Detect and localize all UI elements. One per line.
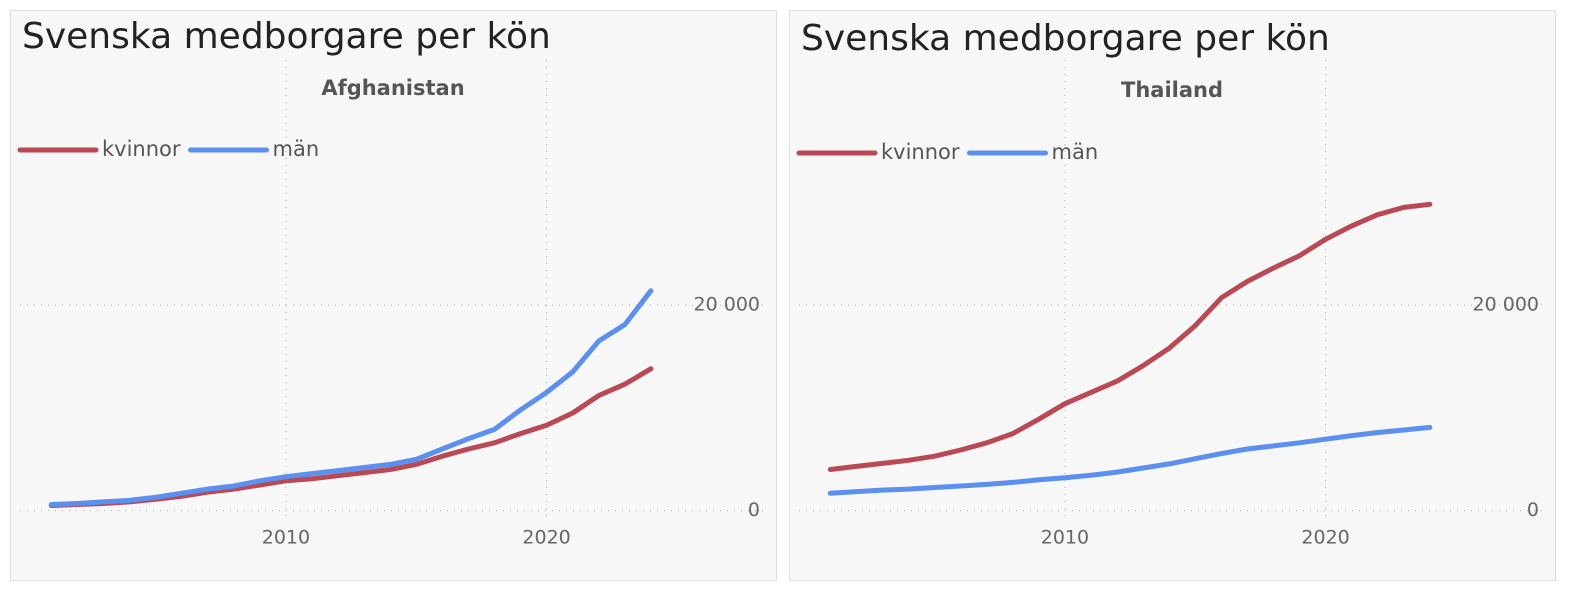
x-tick-label: 2020 [522,527,570,549]
y-tick-label: 0 [1527,499,1539,521]
data-line [48,288,654,507]
chart-title: Svenska medborgare per kön [22,16,551,57]
chart-subtitle: Afghanistan [321,76,464,100]
panel-background [789,10,1556,581]
legend-label: män [1052,140,1099,164]
y-tick-label: 20 000 [694,294,760,316]
x-tick-label: 2020 [1301,527,1349,549]
data-line [827,201,1433,472]
legend-label: kvinnor [881,140,960,164]
data-line [827,424,1433,496]
x-tick-label: 2010 [1041,527,1089,549]
y-tick-label: 0 [748,499,760,521]
legend-label: män [273,137,320,161]
chart-panel: Svenska medborgare per kön Afghanistan kvi… [10,10,777,581]
chart-subtitle: Thailand [1121,78,1223,102]
chart-panel: Svenska medborgare per kön Thailand kvinno… [789,10,1556,581]
chart-title: Svenska medborgare per kön [801,18,1330,59]
legend-label: kvinnor [102,137,181,161]
y-tick-label: 20 000 [1473,294,1539,316]
x-tick-label: 2010 [262,527,310,549]
